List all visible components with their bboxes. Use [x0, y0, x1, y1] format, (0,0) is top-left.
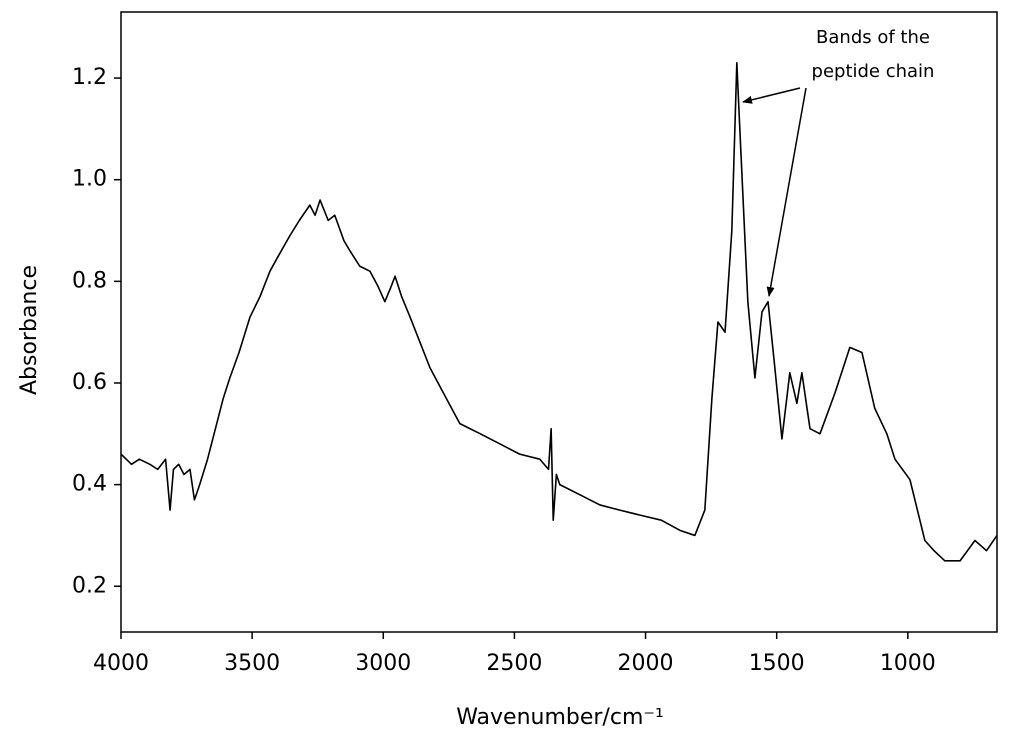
- x-tick-label: 1000: [880, 651, 936, 676]
- y-tick-label: 0.4: [72, 472, 107, 497]
- x-axis-label: Wavenumber/cm⁻¹: [456, 705, 664, 730]
- y-tick-label: 0.2: [72, 573, 107, 598]
- plot-frame: [120, 11, 998, 633]
- x-tick-label: 3500: [224, 651, 280, 676]
- y-axis-label: Absorbance: [17, 265, 42, 395]
- x-tick-label: 2500: [486, 651, 542, 676]
- y-tick-label: 0.6: [72, 370, 107, 395]
- spectrum-line: [120, 62, 998, 562]
- annotation-arrow: [742, 87, 801, 104]
- annotation-line: Bands of the: [816, 27, 930, 48]
- x-tick-label: 2000: [618, 651, 674, 676]
- annotation-arrow: [766, 87, 807, 297]
- x-tick-label: 4000: [93, 651, 149, 676]
- y-tick-label: 1.0: [72, 167, 107, 192]
- x-tick-label: 3000: [355, 651, 411, 676]
- y-tick-label: 0.8: [72, 268, 107, 293]
- x-tick-label: 1500: [749, 651, 805, 676]
- y-tick-label: 1.2: [72, 65, 107, 90]
- annotation-line: peptide chain: [812, 61, 935, 82]
